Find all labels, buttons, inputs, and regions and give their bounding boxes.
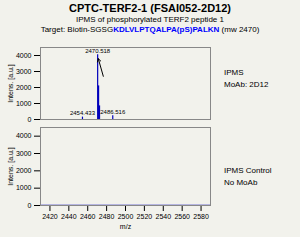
svg-text:2520: 2520: [137, 213, 153, 220]
svg-text:2460: 2460: [80, 213, 96, 220]
svg-text:1000: 1000: [16, 100, 32, 107]
svg-text:Intens. [a.u.]: Intens. [a.u.]: [7, 64, 15, 103]
svg-text:2480: 2480: [99, 213, 115, 220]
html-text:IPMS Control No MoAb: IPMS Control No MoAb: [224, 166, 272, 187]
svg-text:2486.516: 2486.516: [100, 109, 126, 115]
svg-text:2500: 2500: [118, 213, 134, 220]
svg-text:2470.518: 2470.518: [85, 48, 111, 54]
svg-text:0: 0: [28, 116, 32, 123]
svg-text:2000: 2000: [16, 167, 32, 174]
html-text:IPMS MoAb: 2D12: IPMS MoAb: 2D12: [224, 68, 269, 89]
html-text:CPTC-TERF2-1 (FSAI052-2D12): CPTC-TERF2-1 (FSAI052-2D12): [69, 2, 231, 14]
svg-text:2580: 2580: [193, 213, 209, 220]
svg-text:2454.433: 2454.433: [70, 110, 96, 116]
html-text:Target: Biotin-SGSG KDLVLPTQAL: Target: Biotin-SGSG KDLVLPTQALPA(pS)PALK…: [40, 25, 260, 34]
svg-text:2000: 2000: [16, 84, 32, 91]
svg-text:4000: 4000: [16, 52, 32, 59]
html-text:IPMS of phosphorylated TERF2 p: IPMS of phosphorylated TERF2 peptide 1: [76, 15, 224, 24]
svg-text:2420: 2420: [42, 213, 58, 220]
svg-text:4000: 4000: [16, 132, 32, 139]
svg-text:3000: 3000: [16, 150, 32, 157]
svg-text:2440: 2440: [61, 213, 77, 220]
svg-text:m/z: m/z: [120, 223, 132, 230]
svg-text:1000: 1000: [16, 184, 32, 191]
svg-text:2540: 2540: [155, 213, 171, 220]
svg-text:0: 0: [28, 202, 32, 209]
svg-text:3000: 3000: [16, 68, 32, 75]
svg-text:Intens. [a.u.]: Intens. [a.u.]: [7, 147, 15, 186]
svg-text:2560: 2560: [174, 213, 190, 220]
